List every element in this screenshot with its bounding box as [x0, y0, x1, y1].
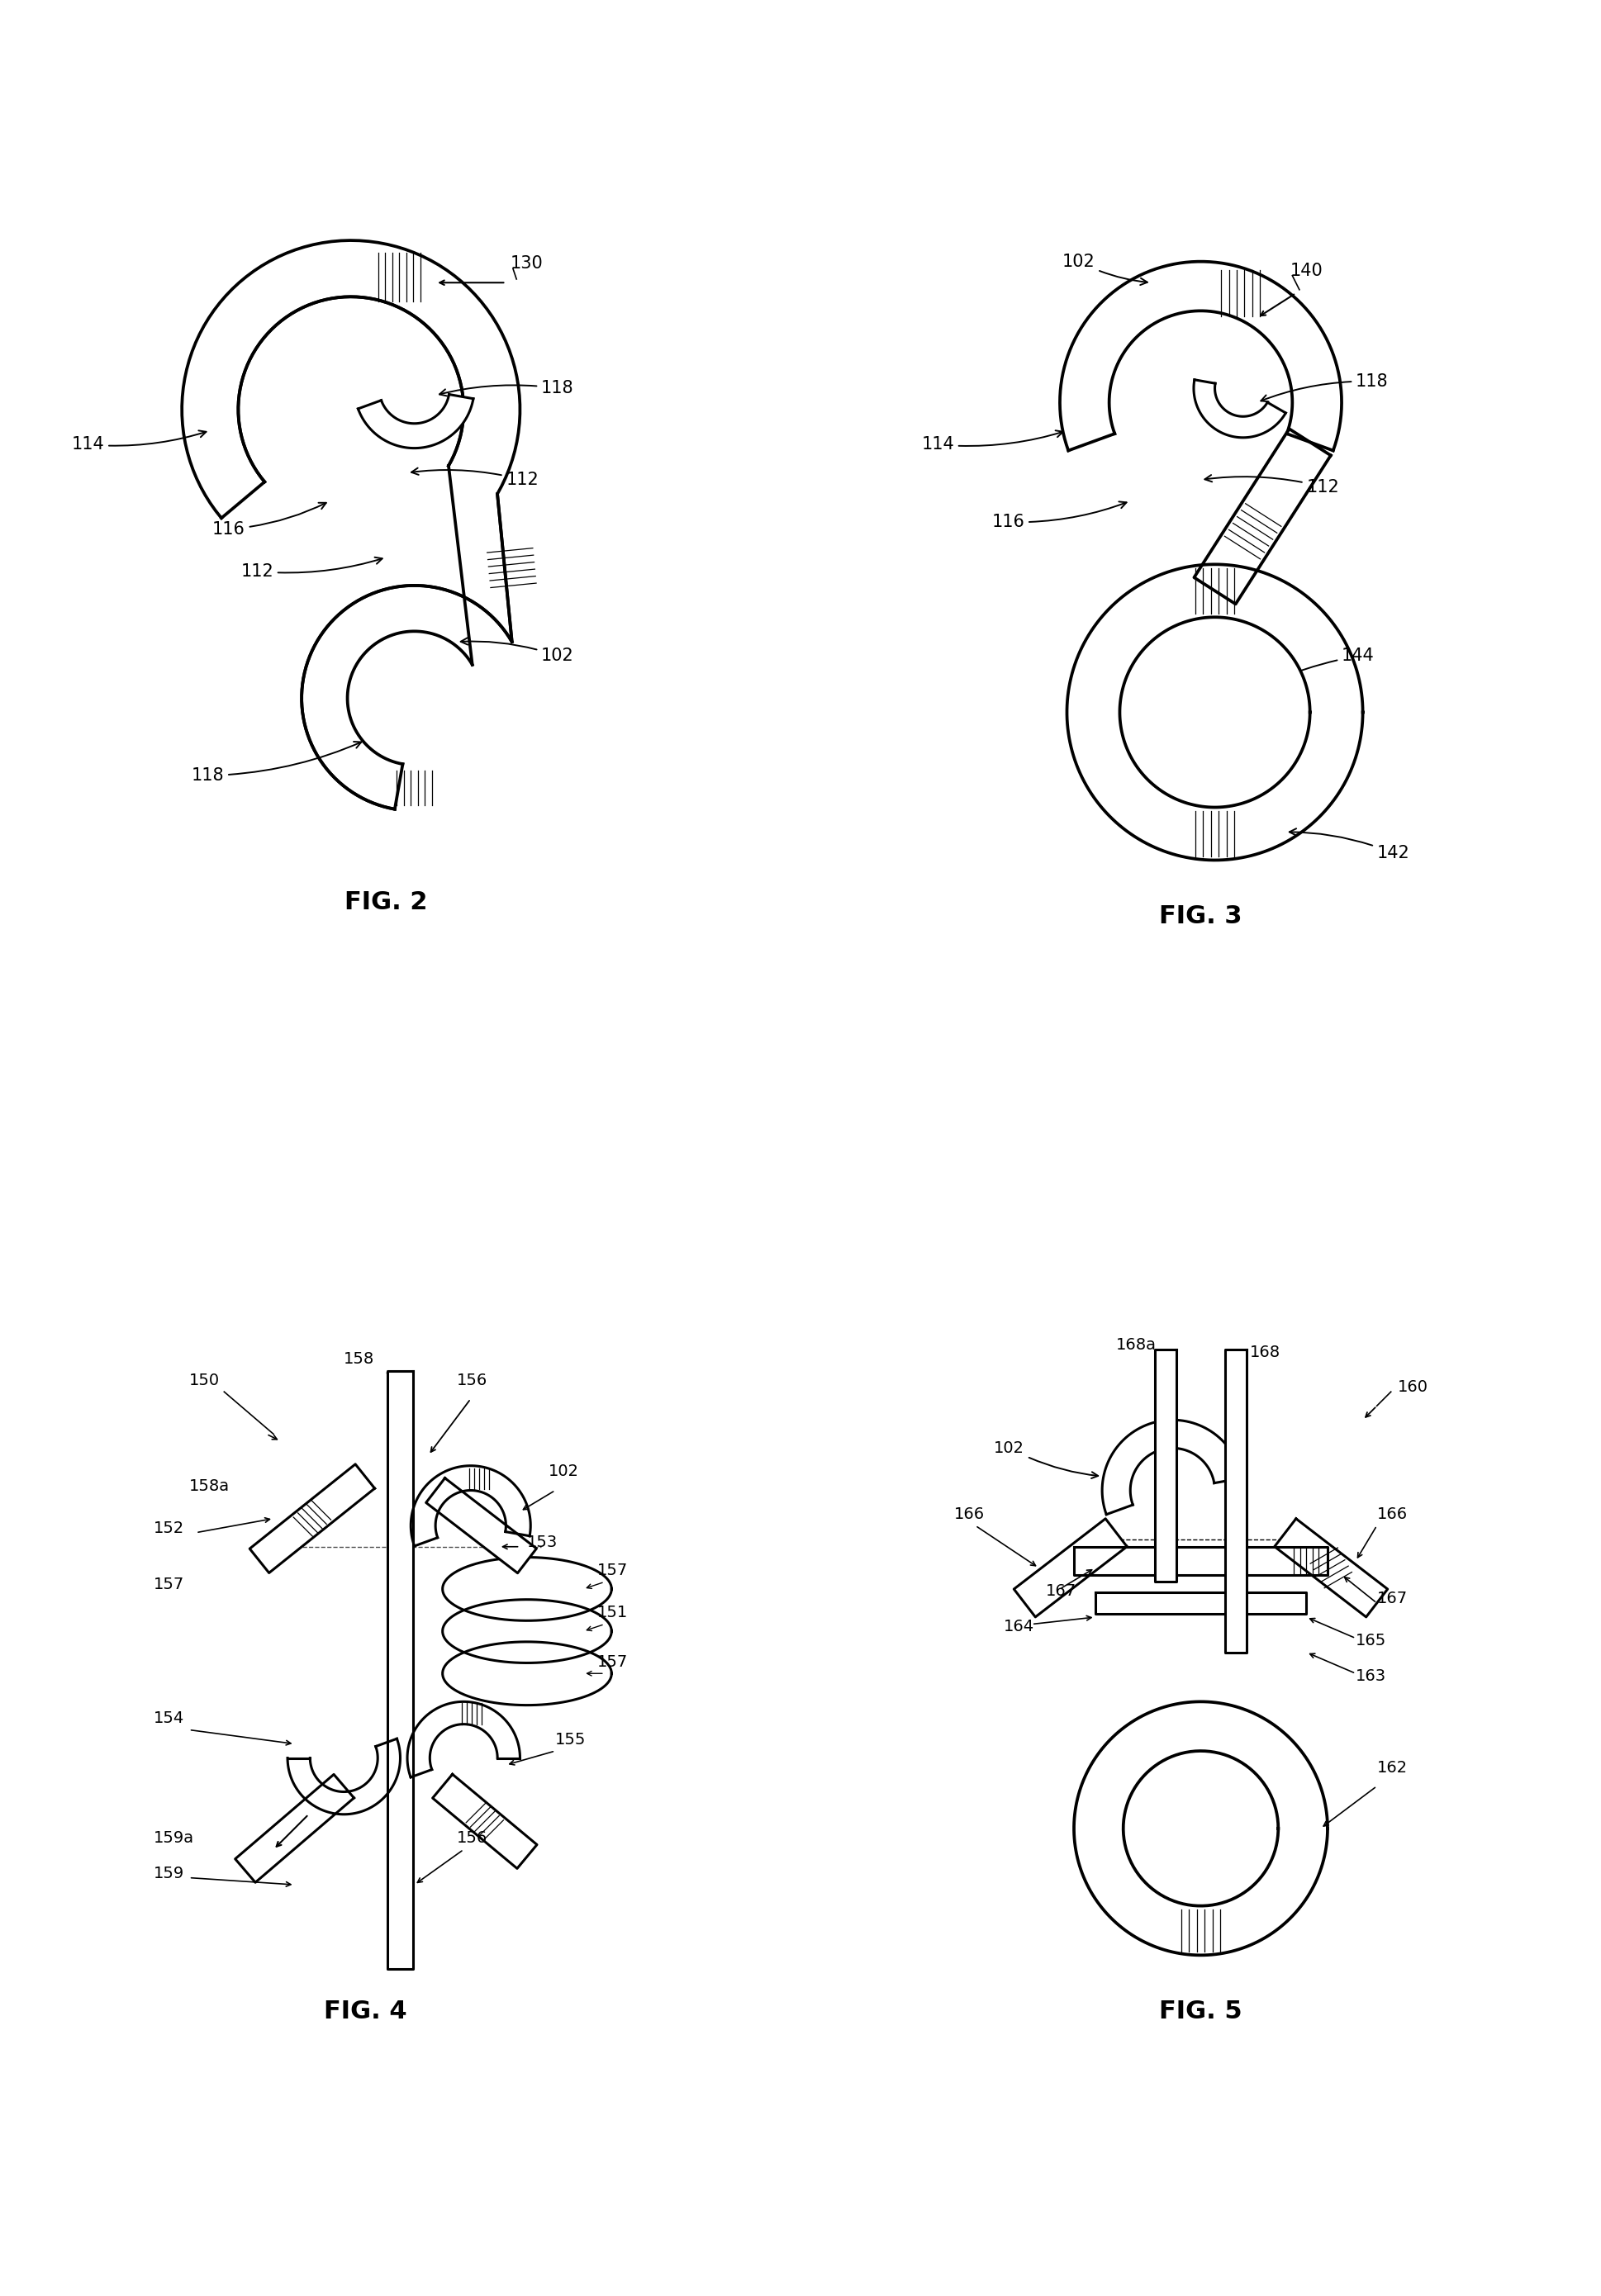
Text: 165: 165 — [1356, 1632, 1386, 1649]
Text: FIG. 3: FIG. 3 — [1159, 905, 1242, 928]
Text: 163: 163 — [1356, 1669, 1386, 1683]
Polygon shape — [235, 1775, 354, 1883]
Text: 112: 112 — [1206, 475, 1340, 496]
Polygon shape — [1060, 262, 1342, 450]
Text: 150: 150 — [189, 1373, 219, 1389]
Text: 102: 102 — [461, 638, 575, 664]
Text: 153: 153 — [527, 1534, 557, 1550]
Text: 160: 160 — [1398, 1380, 1428, 1396]
Text: 102: 102 — [994, 1440, 1098, 1479]
Text: 168: 168 — [1250, 1343, 1281, 1359]
Polygon shape — [183, 241, 520, 808]
Polygon shape — [1074, 1548, 1327, 1575]
Text: 102: 102 — [548, 1465, 578, 1479]
Polygon shape — [411, 1465, 530, 1545]
Polygon shape — [1225, 1350, 1247, 1653]
Text: 151: 151 — [597, 1605, 628, 1621]
Polygon shape — [359, 395, 474, 448]
Polygon shape — [1101, 1419, 1242, 1515]
Text: 144: 144 — [1218, 647, 1375, 709]
Text: FIG. 4: FIG. 4 — [323, 2000, 407, 2023]
Text: 156: 156 — [456, 1830, 487, 1846]
Text: 154: 154 — [154, 1711, 184, 1727]
Polygon shape — [432, 1775, 536, 1869]
Polygon shape — [288, 1738, 400, 1814]
Text: 157: 157 — [597, 1653, 628, 1669]
Text: 112: 112 — [240, 558, 383, 579]
Polygon shape — [1124, 1752, 1278, 1906]
Text: 168a: 168a — [1116, 1336, 1156, 1352]
Polygon shape — [407, 1701, 520, 1777]
Polygon shape — [1066, 565, 1362, 861]
Text: 130: 130 — [511, 255, 543, 271]
Polygon shape — [250, 1465, 375, 1573]
Text: 116: 116 — [213, 503, 327, 537]
Polygon shape — [1274, 1518, 1388, 1616]
Text: 167: 167 — [1045, 1584, 1076, 1600]
Polygon shape — [1119, 618, 1310, 808]
Text: 112: 112 — [411, 468, 540, 489]
Text: 155: 155 — [556, 1731, 586, 1747]
Text: 114: 114 — [921, 429, 1063, 452]
Text: 162: 162 — [1377, 1759, 1407, 1775]
Text: 166: 166 — [1377, 1506, 1407, 1522]
Text: FIG. 2: FIG. 2 — [344, 891, 427, 914]
Polygon shape — [1074, 1701, 1327, 1956]
Polygon shape — [1154, 1350, 1177, 1582]
Polygon shape — [387, 1371, 413, 1970]
Text: 158a: 158a — [189, 1479, 229, 1495]
Text: 118: 118 — [1262, 372, 1388, 402]
Text: 167: 167 — [1377, 1591, 1407, 1607]
Text: 159a: 159a — [154, 1830, 194, 1846]
Text: 114: 114 — [72, 432, 207, 452]
Polygon shape — [1013, 1518, 1127, 1616]
Polygon shape — [426, 1479, 536, 1573]
Text: 158: 158 — [344, 1352, 375, 1366]
Text: 118: 118 — [192, 742, 362, 783]
Text: 140: 140 — [1290, 262, 1322, 278]
Text: 152: 152 — [154, 1520, 184, 1536]
Text: 102: 102 — [1061, 253, 1148, 285]
Polygon shape — [1095, 1593, 1306, 1614]
Polygon shape — [1194, 429, 1330, 604]
Polygon shape — [1194, 379, 1286, 439]
Text: 159: 159 — [154, 1864, 184, 1880]
Text: 166: 166 — [954, 1506, 985, 1522]
Text: 157: 157 — [597, 1564, 628, 1577]
Text: 116: 116 — [991, 501, 1127, 530]
Text: 164: 164 — [1004, 1619, 1034, 1635]
Text: 156: 156 — [456, 1373, 487, 1389]
Text: 157: 157 — [154, 1577, 184, 1591]
Text: 142: 142 — [1289, 829, 1410, 861]
Text: FIG. 5: FIG. 5 — [1159, 2000, 1242, 2023]
Text: 118: 118 — [439, 381, 573, 397]
